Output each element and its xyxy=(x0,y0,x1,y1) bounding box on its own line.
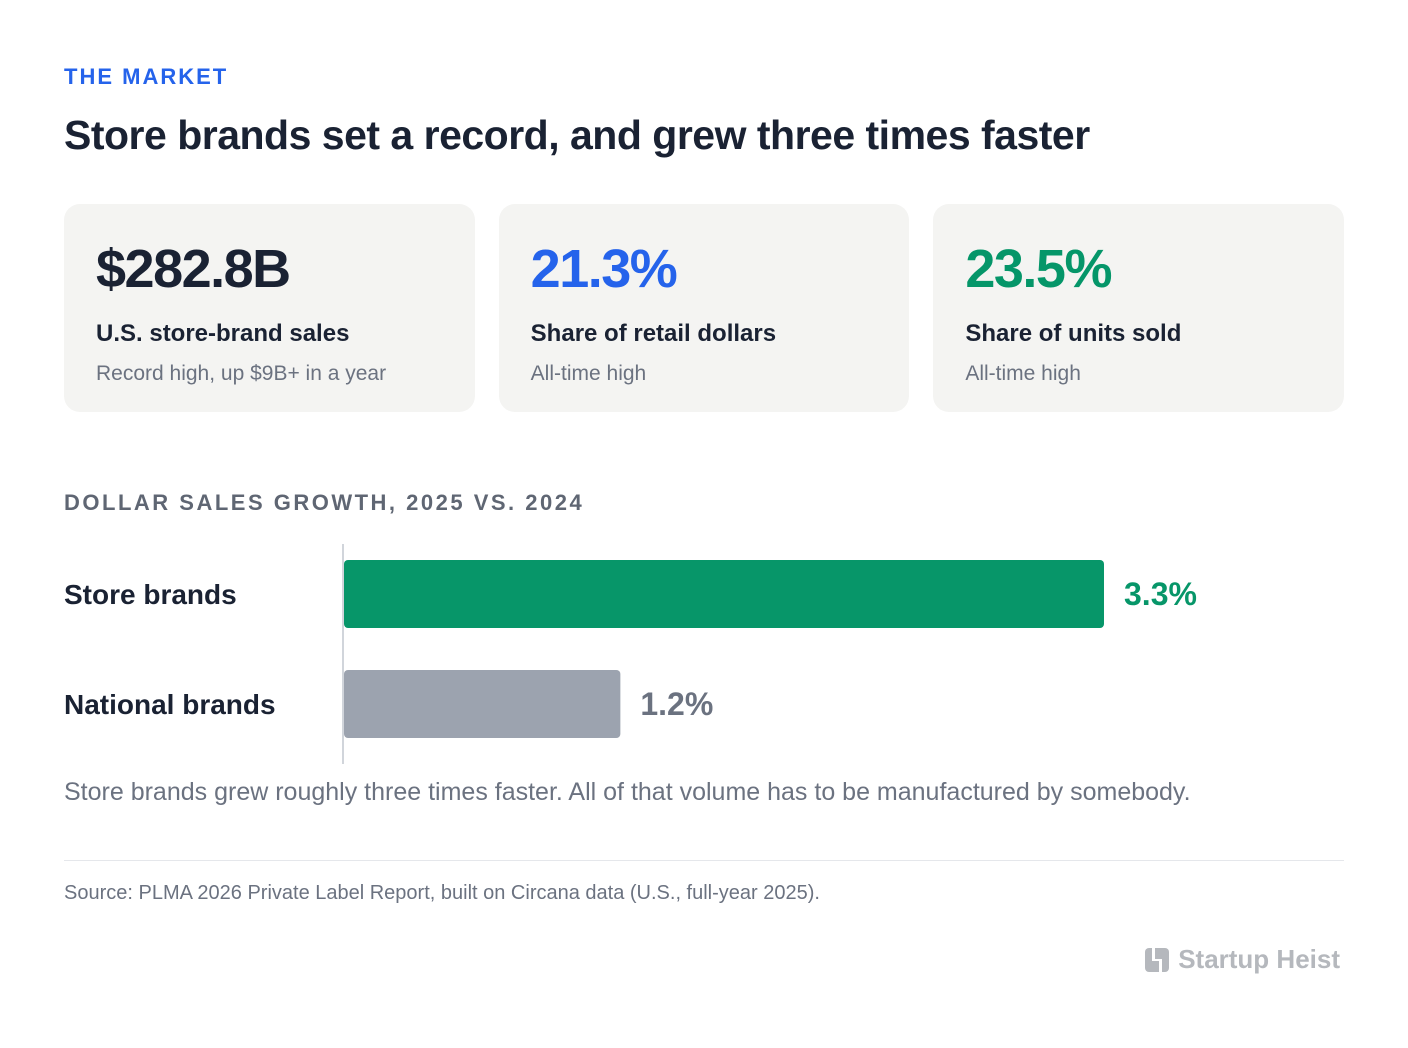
bar xyxy=(344,670,621,738)
stat-card-dollar-share: 21.3% Share of retail dollars All-time h… xyxy=(498,204,910,412)
divider xyxy=(64,860,1344,861)
stat-card-unit-share: 23.5% Share of units sold All-time high xyxy=(933,204,1345,412)
stat-note: Record high, up $9B+ in a year xyxy=(96,362,387,385)
category-label: National brands xyxy=(64,689,276,720)
stat-label: Share of units sold xyxy=(965,320,1182,347)
bar-value-label: 3.3% xyxy=(1124,576,1197,612)
brand-name: Startup Heist xyxy=(1178,944,1340,974)
bar xyxy=(344,560,1104,628)
source-note: Source: PLMA 2026 Private Label Report, … xyxy=(64,882,820,904)
chart-caption: Store brands grew roughly three times fa… xyxy=(64,778,1191,806)
stat-value: 23.5% xyxy=(965,239,1112,299)
stat-value: $282.8B xyxy=(96,239,291,299)
page-title: Store brands set a record, and grew thre… xyxy=(64,112,1090,158)
brand-logo: Startup Heist xyxy=(1144,944,1340,975)
stat-card-sales: $282.8B U.S. store-brand sales Record hi… xyxy=(64,204,475,412)
stat-label: U.S. store-brand sales xyxy=(96,320,350,347)
stat-cards: $282.8B U.S. store-brand sales Record hi… xyxy=(64,204,1345,412)
stat-value: 21.3% xyxy=(530,239,678,299)
stat-note: All-time high xyxy=(965,362,1081,385)
growth-bar-chart: Store brands 3.3% National brands 1.2% xyxy=(0,540,1408,766)
startup-heist-logo-icon xyxy=(1145,947,1170,972)
stat-label: Share of retail dollars xyxy=(530,320,777,347)
eyebrow-label: THE MARKET xyxy=(64,64,229,89)
category-label: Store brands xyxy=(64,579,237,610)
chart-title: DOLLAR SALES GROWTH, 2025 VS. 2024 xyxy=(64,490,585,515)
stat-note: All-time high xyxy=(530,362,647,385)
bar-chart-svg: Store brands 3.3% National brands 1.2% xyxy=(64,544,1197,764)
bar-value-label: 1.2% xyxy=(640,686,713,722)
